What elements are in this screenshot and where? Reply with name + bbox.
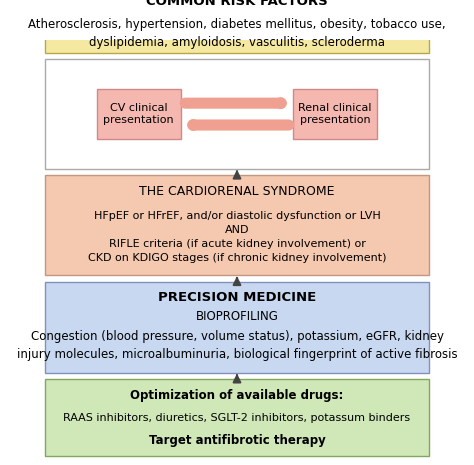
- FancyBboxPatch shape: [45, 379, 429, 456]
- Text: CV clinical
presentation: CV clinical presentation: [103, 103, 174, 125]
- Text: THE CARDIORENAL SYNDROME: THE CARDIORENAL SYNDROME: [139, 185, 335, 198]
- Text: COMMON RISK FACTORS: COMMON RISK FACTORS: [146, 0, 328, 8]
- Text: BIOPROFILING: BIOPROFILING: [196, 310, 278, 323]
- FancyBboxPatch shape: [45, 0, 429, 53]
- Text: Optimization of available drugs:: Optimization of available drugs:: [130, 390, 344, 403]
- Text: HFpEF or HFrEF, and/or diastolic dysfunction or LVH
AND
RIFLE criteria (if acute: HFpEF or HFrEF, and/or diastolic dysfunc…: [88, 211, 386, 263]
- Text: PRECISION MEDICINE: PRECISION MEDICINE: [158, 292, 316, 305]
- FancyBboxPatch shape: [97, 89, 181, 139]
- Text: RAAS inhibitors, diuretics, SGLT-2 inhibitors, potassum binders: RAAS inhibitors, diuretics, SGLT-2 inhib…: [64, 412, 410, 423]
- FancyBboxPatch shape: [45, 282, 429, 372]
- FancyBboxPatch shape: [293, 89, 377, 139]
- Text: Congestion (blood pressure, volume status), potassium, eGFR, kidney
injury molec: Congestion (blood pressure, volume statu…: [17, 330, 457, 361]
- FancyBboxPatch shape: [45, 60, 429, 169]
- Text: Renal clinical
presentation: Renal clinical presentation: [299, 103, 372, 125]
- Text: Atherosclerosis, hypertension, diabetes mellitus, obesity, tobacco use,
dyslipid: Atherosclerosis, hypertension, diabetes …: [28, 18, 446, 49]
- FancyBboxPatch shape: [45, 175, 429, 275]
- Text: Target antifibrotic therapy: Target antifibrotic therapy: [149, 434, 325, 447]
